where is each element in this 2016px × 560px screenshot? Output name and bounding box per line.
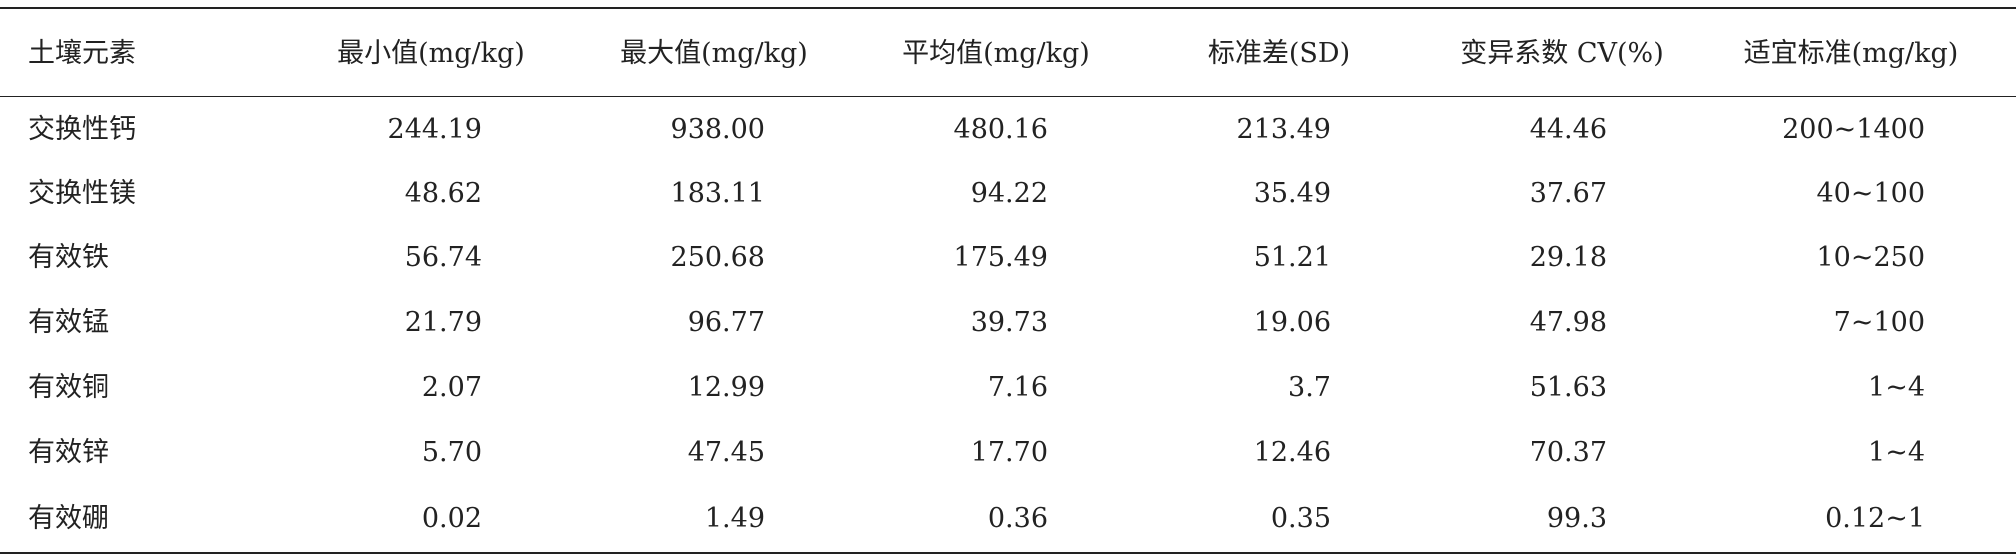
data-cell: 37.67 (1529, 178, 1607, 209)
data-cell: 1.49 (704, 503, 765, 534)
row-label: 交换性镁 (28, 178, 136, 209)
data-cell: 200~1400 (1782, 114, 1925, 145)
header-cell: 土壤元素 (28, 38, 136, 69)
data-cell: 94.22 (970, 178, 1048, 209)
data-cell: 51.63 (1529, 372, 1607, 403)
data-cell: 29.18 (1529, 242, 1607, 273)
data-cell: 19.06 (1253, 307, 1331, 338)
data-cell: 0.12~1 (1825, 503, 1925, 534)
data-cell: 21.79 (404, 307, 482, 338)
header-cell: 最小值(mg/kg) (337, 38, 525, 69)
data-cell: 51.21 (1253, 242, 1331, 273)
data-cell: 0.35 (1270, 503, 1331, 534)
data-cell: 2.07 (421, 372, 482, 403)
data-cell: 938.00 (670, 114, 765, 145)
header-cell: 变异系数 CV(%) (1460, 38, 1664, 69)
bottom-rule (0, 552, 2016, 554)
data-cell: 47.98 (1529, 307, 1607, 338)
data-cell: 12.46 (1253, 437, 1331, 468)
data-cell: 183.11 (670, 178, 765, 209)
data-cell: 244.19 (387, 114, 482, 145)
header-cell: 适宜标准(mg/kg) (1743, 38, 1959, 69)
row-label: 交换性钙 (28, 114, 136, 145)
data-cell: 0.36 (987, 503, 1048, 534)
data-cell: 5.70 (421, 437, 482, 468)
row-label: 有效铜 (28, 372, 109, 403)
header-cell: 平均值(mg/kg) (902, 38, 1090, 69)
data-cell: 480.16 (953, 114, 1048, 145)
data-cell: 7.16 (987, 372, 1048, 403)
data-cell: 35.49 (1253, 178, 1331, 209)
top-rule (0, 7, 2016, 9)
data-cell: 47.45 (687, 437, 765, 468)
data-cell: 56.74 (404, 242, 482, 273)
data-cell: 39.73 (970, 307, 1048, 338)
data-cell: 40~100 (1816, 178, 1925, 209)
row-label: 有效铁 (28, 242, 109, 273)
header-rule (0, 96, 2016, 97)
data-cell: 1~4 (1868, 372, 1925, 403)
data-cell: 250.68 (670, 242, 765, 273)
data-cell: 213.49 (1236, 114, 1331, 145)
header-cell: 最大值(mg/kg) (620, 38, 808, 69)
data-cell: 1~4 (1868, 437, 1925, 468)
row-label: 有效硼 (28, 503, 109, 534)
header-cell: 标准差(SD) (1207, 38, 1351, 69)
row-label: 有效锰 (28, 307, 109, 338)
data-cell: 96.77 (687, 307, 765, 338)
data-cell: 12.99 (687, 372, 765, 403)
data-cell: 44.46 (1529, 114, 1607, 145)
row-label: 有效锌 (28, 437, 109, 468)
data-cell: 3.7 (1288, 372, 1331, 403)
data-cell: 7~100 (1833, 307, 1925, 338)
data-cell: 17.70 (970, 437, 1048, 468)
data-cell: 0.02 (421, 503, 482, 534)
data-cell: 175.49 (953, 242, 1048, 273)
data-cell: 10~250 (1816, 242, 1925, 273)
data-cell: 48.62 (404, 178, 482, 209)
data-cell: 70.37 (1529, 437, 1607, 468)
data-cell: 99.3 (1546, 503, 1607, 534)
